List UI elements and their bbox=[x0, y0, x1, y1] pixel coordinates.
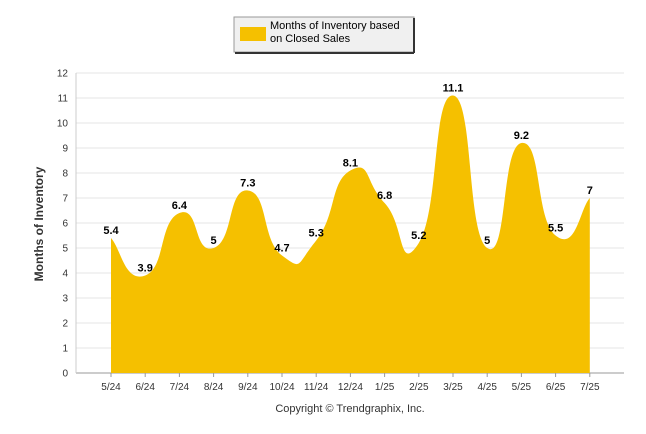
data-label: 9.2 bbox=[514, 130, 529, 142]
x-tick-label: 12/24 bbox=[338, 382, 363, 393]
data-label: 5.2 bbox=[411, 230, 426, 242]
x-tick-label: 10/24 bbox=[269, 382, 294, 393]
x-tick-label: 9/24 bbox=[238, 382, 258, 393]
y-tick-label: 10 bbox=[57, 119, 69, 130]
data-label: 5.3 bbox=[309, 228, 324, 240]
y-tick-label: 5 bbox=[62, 244, 68, 255]
data-label: 3.9 bbox=[138, 263, 153, 275]
copyright-text: Copyright © Trendgraphix, Inc. bbox=[275, 403, 424, 415]
data-label: 5 bbox=[211, 235, 217, 247]
data-label: 6.8 bbox=[377, 190, 392, 202]
data-label: 6.4 bbox=[172, 200, 188, 212]
data-label: 5 bbox=[484, 235, 490, 247]
data-labels: 5.4 3.9 6.4 5 7.3 4.7 5.3 8.1 6.8 5.2 11.1 5 9.2 5.5 7 bbox=[103, 83, 593, 275]
x-tick-label: 3/25 bbox=[443, 382, 463, 393]
y-tick-label: 2 bbox=[62, 319, 68, 330]
y-tick-label: 3 bbox=[62, 294, 68, 305]
data-label: 5.4 bbox=[103, 225, 119, 237]
y-tick-label: 7 bbox=[62, 194, 68, 205]
y-tick-label: 6 bbox=[62, 219, 68, 230]
y-tick-label: 1 bbox=[62, 344, 68, 355]
x-tick-label: 1/25 bbox=[375, 382, 395, 393]
y-axis-title: Months of Inventory bbox=[32, 166, 46, 281]
x-tick-label: 7/25 bbox=[580, 382, 600, 393]
y-tick-label: 9 bbox=[62, 144, 68, 155]
x-tick-label: 5/25 bbox=[512, 382, 532, 393]
x-tick-label: 6/24 bbox=[135, 382, 155, 393]
data-label: 7 bbox=[587, 185, 593, 197]
x-tick-label: 7/24 bbox=[170, 382, 190, 393]
data-label: 5.5 bbox=[548, 223, 563, 235]
y-tick-label: 11 bbox=[58, 94, 69, 105]
y-tick-label: 12 bbox=[57, 69, 69, 80]
y-tick-label: 4 bbox=[62, 269, 68, 280]
data-label: 8.1 bbox=[343, 158, 358, 170]
legend-text-line2: on Closed Sales bbox=[270, 33, 351, 45]
x-tick-label: 6/25 bbox=[546, 382, 566, 393]
legend-text-line1: Months of Inventory based bbox=[270, 20, 400, 32]
x-tick-label: 5/24 bbox=[101, 382, 121, 393]
series-area bbox=[111, 95, 590, 374]
y-tick-label: 0 bbox=[62, 369, 68, 380]
y-tick-label: 8 bbox=[62, 169, 68, 180]
data-label: 4.7 bbox=[274, 243, 289, 255]
x-axis-ticks: 5/24 6/24 7/24 8/24 9/24 10/24 11/24 12/24 1/25 2… bbox=[101, 373, 600, 393]
x-tick-label: 11/24 bbox=[304, 382, 329, 393]
x-tick-label: 8/24 bbox=[204, 382, 224, 393]
data-label: 7.3 bbox=[240, 178, 255, 190]
data-label: 11.1 bbox=[443, 83, 464, 95]
x-tick-label: 4/25 bbox=[477, 382, 497, 393]
legend: Months of Inventory based on Closed Sale… bbox=[233, 16, 415, 54]
area-series bbox=[111, 95, 590, 374]
x-tick-label: 2/25 bbox=[409, 382, 429, 393]
legend-swatch bbox=[240, 27, 266, 41]
